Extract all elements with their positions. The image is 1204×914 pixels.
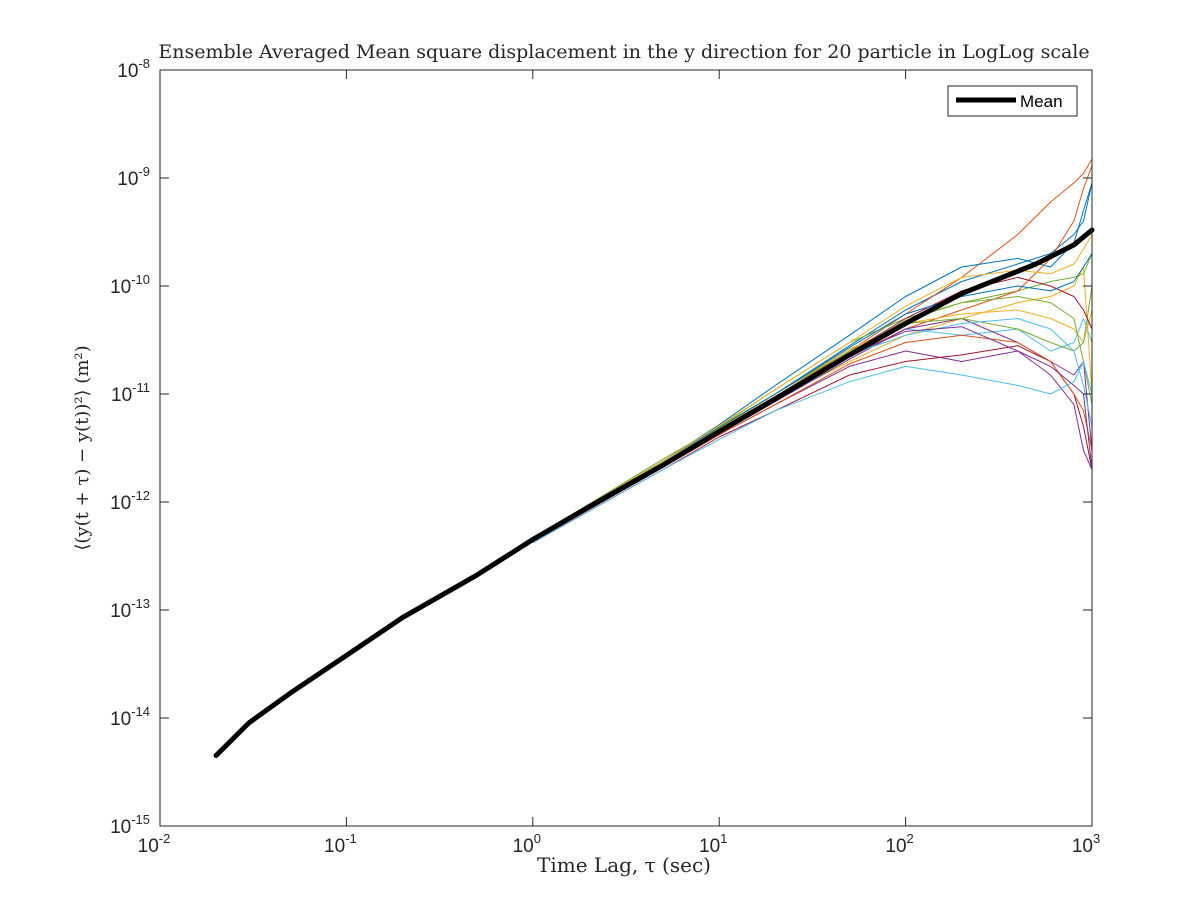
y-tick-label-exp: -9: [138, 164, 150, 179]
x-tick-label-base: 10: [138, 836, 159, 857]
y-tick-label-exp: -10: [131, 272, 150, 287]
y-tick-label-exp: -8: [138, 56, 150, 71]
y-tick-label-base: 10: [110, 817, 131, 838]
particle-series-line-7: [532, 345, 1093, 544]
mean-series-line: [213, 227, 1095, 758]
x-tick-label: 102: [885, 831, 913, 857]
y-tick-label-exp: -13: [131, 596, 150, 611]
particle-series-line-17: [532, 234, 1093, 539]
y-tick-label-base: 10: [110, 709, 131, 730]
y-tick-label-exp: -15: [131, 812, 150, 827]
x-tick-label-base: 10: [699, 836, 720, 857]
particle-series-line-10: [532, 309, 1093, 541]
y-tick-label-base: 10: [117, 169, 138, 190]
y-axis-label: ⟨(y(t + τ) − y(t))²⟩ (m²): [72, 345, 93, 550]
particle-series-line-20: [532, 361, 1093, 544]
x-tick-label-exp: 3: [1093, 831, 1100, 846]
x-tick-label-base: 10: [885, 836, 906, 857]
chart-title: Ensemble Averaged Mean square displaceme…: [158, 41, 1089, 63]
plot-series-group: [213, 158, 1095, 758]
x-tick-label: 100: [513, 831, 541, 857]
particle-series-line-16: [532, 334, 1093, 543]
y-tick-label-exp: -14: [131, 704, 150, 719]
x-tick-label: 101: [699, 831, 727, 857]
particle-series-line-8: [532, 182, 1093, 539]
x-tick-label: 10-2: [138, 831, 171, 857]
axis-ticks-group: 10-2 10-1 100 101 102 10310-1510-1410-1310-12…: [110, 56, 1100, 857]
y-tick-label: 10-11: [111, 380, 150, 406]
x-tick-label: 103: [1072, 831, 1100, 857]
x-axis-label: Time Lag, τ (sec): [537, 853, 711, 877]
x-tick-label-exp: -2: [159, 831, 171, 846]
x-tick-label-base: 10: [1072, 836, 1093, 857]
y-tick-label-base: 10: [111, 385, 132, 406]
x-tick-label-exp: 0: [534, 831, 541, 846]
y-tick-label: 10-8: [117, 56, 150, 82]
x-tick-label-base: 10: [513, 836, 534, 857]
legend-entry-mean: Mean: [1020, 92, 1063, 111]
y-tick-label-base: 10: [110, 493, 131, 514]
y-tick-label-base: 10: [110, 601, 131, 622]
y-tick-label: 10-13: [110, 596, 150, 622]
particle-series-line-15: [532, 253, 1093, 540]
plot-axes-box: [159, 69, 1093, 827]
x-tick-label-base: 10: [324, 836, 345, 857]
x-tick-label: 10-1: [324, 831, 357, 857]
x-tick-label-exp: 1: [720, 831, 727, 846]
legend: Mean: [947, 85, 1078, 117]
y-tick-label: 10-12: [110, 488, 150, 514]
y-tick-label-base: 10: [110, 277, 131, 298]
x-tick-label-exp: 2: [907, 831, 914, 846]
y-tick-label-exp: -11: [132, 380, 150, 395]
y-tick-label: 10-10: [110, 272, 150, 298]
y-tick-label-exp: -12: [131, 488, 150, 503]
y-tick-label: 10-15: [110, 812, 150, 838]
y-tick-label: 10-9: [117, 164, 150, 190]
y-tick-label-base: 10: [117, 61, 138, 82]
x-tick-label-exp: -1: [345, 831, 357, 846]
y-tick-label: 10-14: [110, 704, 150, 730]
